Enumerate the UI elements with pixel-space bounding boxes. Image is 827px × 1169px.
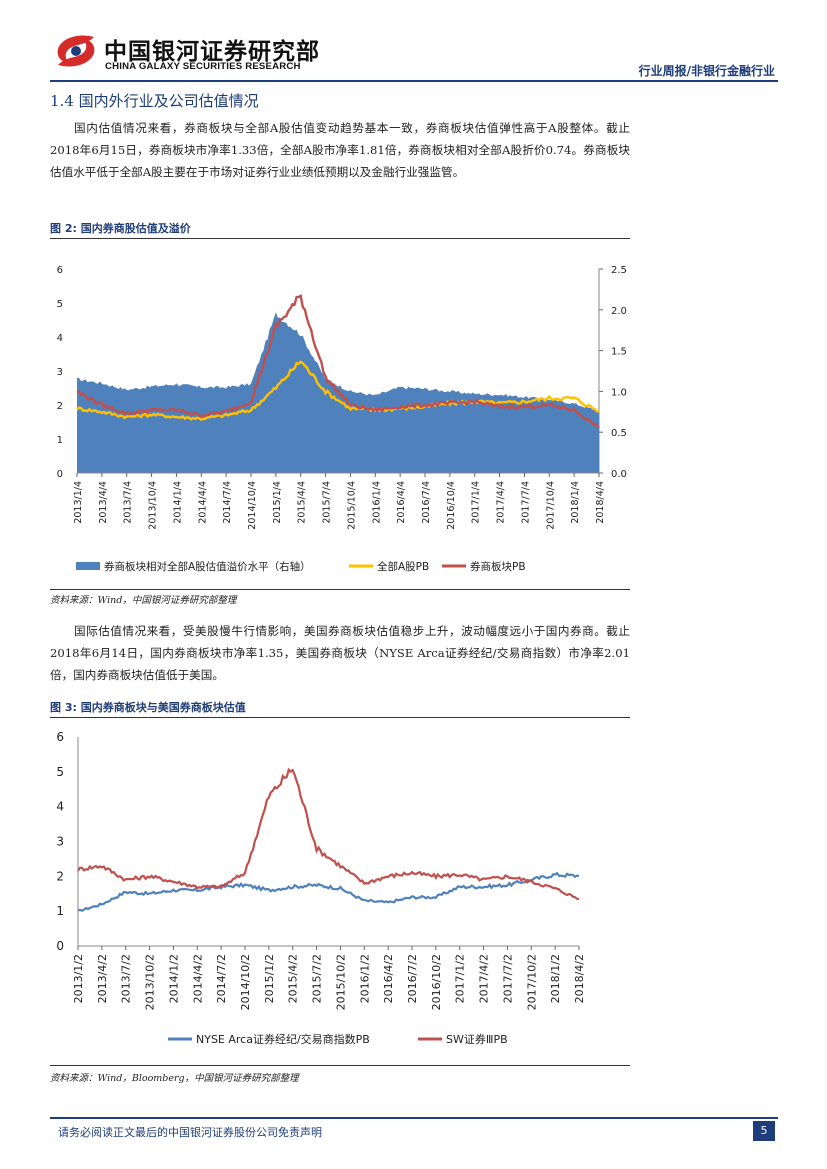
x-tick-label: 2015/1/4 <box>272 481 283 524</box>
y-tick-label: 0 <box>56 939 64 953</box>
x-tick-label: 2014/10/4 <box>247 481 258 530</box>
y-tick-label: 1 <box>56 904 64 918</box>
series-line-1 <box>77 767 580 901</box>
x-tick-label: 2015/4/2 <box>287 954 300 1003</box>
paragraph-international: 国际估值情况来看，受美股慢牛行情影响，美国券商板块估值稳步上升，波动幅度远小于国… <box>50 624 630 682</box>
x-tick-label: 2014/7/4 <box>222 481 233 524</box>
legend-label: 券商板块相对全部A股估值溢价水平（右轴） <box>104 560 311 573</box>
x-tick-label: 2017/10/2 <box>525 954 538 1010</box>
x-tick-label: 2015/10/2 <box>334 954 347 1010</box>
y-tick-label: 5 <box>56 765 64 779</box>
x-tick-label: 2014/1/2 <box>167 954 180 1003</box>
x-tick-label: 2013/10/4 <box>148 481 159 530</box>
x-tick-label: 2017/10/4 <box>545 481 556 530</box>
page-number: 5 <box>753 1121 775 1141</box>
x-tick-label: 2014/7/2 <box>215 954 228 1003</box>
x-tick-label: 2015/7/4 <box>322 481 333 524</box>
footer-disclaimer: 请务必阅读正文最后的中国银河证券股份公司免责声明 <box>58 1126 322 1139</box>
x-tick-label: 2016/10/2 <box>430 954 443 1010</box>
figure-2-source: 资料来源：Wind，中国银河证券研究部整理 <box>50 595 237 606</box>
x-tick-label: 2013/7/2 <box>120 954 133 1003</box>
x-tick-label: 2017/4/2 <box>478 954 491 1003</box>
x-tick-label: 2014/4/2 <box>191 954 204 1003</box>
y-tick-label: 6 <box>57 265 63 276</box>
figure-3-title: 图 3: 国内券商板块与美国券商板块估值 <box>50 701 246 714</box>
y2-tick-label: 2.5 <box>611 265 627 276</box>
y-tick-label: 1 <box>57 435 63 446</box>
legend-label: 券商板块PB <box>470 560 526 573</box>
y-tick-label: 2 <box>56 869 64 883</box>
x-tick-label: 2018/1/2 <box>549 954 562 1003</box>
x-tick-label: 2017/7/2 <box>501 954 514 1003</box>
series-line-0 <box>77 871 580 913</box>
x-tick-label: 2016/10/4 <box>446 481 457 530</box>
chart-domestic-vs-us: 0 1 2 3 4 5 6 2013/1/2 2013/4/2 2013/7/2 2013/10/2… <box>56 730 586 1046</box>
legend-swatch-area <box>76 562 100 570</box>
x-tick-label: 2013/1/4 <box>73 481 84 524</box>
y2-tick-label: 2.0 <box>611 306 627 317</box>
x-tick-label: 2018/4/2 <box>573 954 586 1003</box>
x-tick-label: 2017/1/4 <box>471 481 482 524</box>
x-tick-label: 2018/4/4 <box>595 481 606 524</box>
galaxy-logo-icon <box>57 35 95 67</box>
x-tick-label: 2013/10/2 <box>144 954 157 1010</box>
report-type: 行业周报/非银行金融行业 <box>638 64 775 78</box>
x-tick-label: 2014/4/4 <box>197 481 208 524</box>
x-tick-label: 2017/1/2 <box>454 954 467 1003</box>
x-tick-label: 2015/1/2 <box>263 954 276 1003</box>
figure-2-bottom-rule <box>50 589 630 590</box>
y-tick-label: 6 <box>56 730 64 744</box>
x-tick-label: 2014/1/4 <box>172 481 183 524</box>
figure-3-bottom-rule <box>50 1065 630 1066</box>
y-tick-label: 5 <box>57 299 63 310</box>
x-tick-label: 2016/7/4 <box>421 481 432 524</box>
x-tick-label: 2013/4/2 <box>96 954 109 1003</box>
x-tick-label: 2016/4/2 <box>382 954 395 1003</box>
y-tick-label: 3 <box>56 835 64 849</box>
paragraph-domestic: 国内估值情况来看，券商板块与全部A股估值变动趋势基本一致，券商板块估值弹性高于A… <box>50 121 630 179</box>
figure-2-top-rule <box>50 238 630 239</box>
x-tick-label: 2015/10/4 <box>346 481 357 530</box>
y2-tick-label: 0.5 <box>611 428 627 439</box>
legend-label: 全部A股PB <box>377 560 429 573</box>
y-tick-label: 2 <box>57 401 63 412</box>
x-tick-label: 2014/10/2 <box>239 954 252 1010</box>
y-tick-label: 4 <box>56 800 64 814</box>
figure-2-title: 图 2: 国内券商股估值及溢价 <box>50 222 191 235</box>
footer-rule <box>50 1117 778 1119</box>
x-tick-label: 2015/4/4 <box>297 481 308 524</box>
y2-tick-label: 1.5 <box>611 347 627 358</box>
x-tick-label: 2016/1/2 <box>358 954 371 1003</box>
x-tick-label: 2016/7/2 <box>406 954 419 1003</box>
series-line-1 <box>76 360 600 421</box>
x-tick-label: 2015/7/2 <box>311 954 324 1003</box>
x-tick-label: 2013/7/4 <box>123 481 134 524</box>
y-tick-label: 4 <box>57 333 63 344</box>
y-tick-label: 0 <box>57 469 63 480</box>
section-title: 1.4 国内外行业及公司估值情况 <box>50 92 259 110</box>
x-tick-label: 2013/1/2 <box>72 954 85 1003</box>
figure-3-top-rule <box>50 717 630 718</box>
logo-english-text: CHINA GALAXY SECURITIES RESEARCH <box>105 61 301 72</box>
chart-valuation-premium: 0 1 2 3 4 5 6 0.0 0.5 1.0 1.5 2.0 2.5 2013/1/4 2013/4/… <box>57 265 627 573</box>
legend-label: SW证券ⅢPB <box>446 1032 508 1046</box>
header-rule <box>50 80 778 82</box>
figure-3-source: 资料来源：Wind，Bloomberg，中国银河证券研究部整理 <box>50 1073 299 1084</box>
y2-tick-label: 0.0 <box>611 469 627 480</box>
y2-tick-label: 1.0 <box>611 387 627 398</box>
x-tick-label: 2016/4/4 <box>396 481 407 524</box>
x-tick-label: 2017/7/4 <box>520 481 531 524</box>
legend-label: NYSE Arca证券经纪/交易商指数PB <box>196 1032 370 1046</box>
x-tick-label: 2017/4/4 <box>496 481 507 524</box>
y-tick-label: 3 <box>57 367 63 378</box>
x-tick-label: 2016/1/4 <box>371 481 382 524</box>
series-line-2 <box>76 294 600 429</box>
x-tick-label: 2018/1/4 <box>570 481 581 524</box>
x-tick-label: 2013/4/4 <box>98 481 109 524</box>
logo-chinese-text: 中国银河证券研究部 <box>104 39 320 65</box>
